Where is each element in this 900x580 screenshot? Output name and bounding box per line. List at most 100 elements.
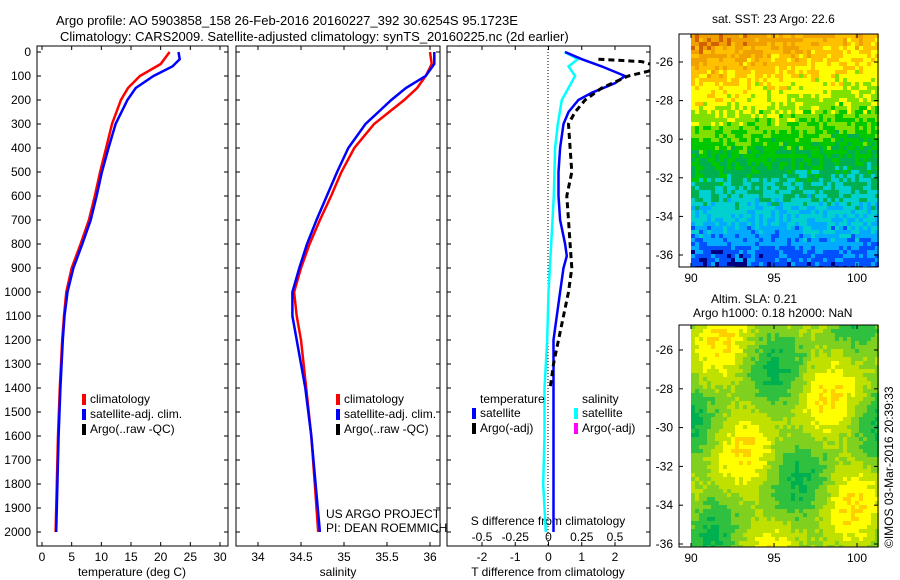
map-cell (787, 469, 791, 473)
map-cell (855, 377, 859, 381)
map-cell (799, 194, 803, 198)
map-cell (739, 381, 743, 385)
map-cell (807, 50, 811, 54)
map-cell (775, 146, 779, 150)
map-cell (867, 429, 871, 433)
map-cell (843, 413, 847, 417)
map-cell (823, 110, 827, 114)
map-cell (735, 106, 739, 110)
map-cell (803, 122, 807, 126)
map-cell (847, 90, 851, 94)
map-cell (815, 58, 819, 62)
map-cell (711, 258, 715, 262)
map-cell (875, 325, 879, 329)
map-cell (843, 409, 847, 413)
map-cell (719, 74, 723, 78)
map-cell (875, 222, 879, 226)
map-cell (851, 94, 855, 98)
map-cell (747, 405, 751, 409)
map-cell (783, 465, 787, 469)
map-cell (739, 102, 743, 106)
map-cell (767, 106, 771, 110)
map-cell (747, 186, 751, 190)
map-cell (863, 481, 867, 485)
map-cell (847, 329, 851, 333)
map-cell (767, 46, 771, 50)
map-cell (715, 413, 719, 417)
map-cell (811, 98, 815, 102)
map-cell (735, 50, 739, 54)
map-cell (871, 353, 875, 357)
map-cell (839, 194, 843, 198)
map-cell (855, 373, 859, 377)
map-cell (703, 373, 707, 377)
map-cell (699, 457, 703, 461)
map-cell (755, 373, 759, 377)
map-cell (859, 393, 863, 397)
map-cell (807, 345, 811, 349)
map-cell (775, 345, 779, 349)
map-cell (827, 50, 831, 54)
legend-swatch (336, 394, 340, 405)
map-cell (867, 437, 871, 441)
map-cell (735, 449, 739, 453)
map-cell (759, 417, 763, 421)
map-cell (739, 230, 743, 234)
map-cell (767, 38, 771, 42)
map-cell (831, 437, 835, 441)
map-cell (695, 453, 699, 457)
map-cell (719, 469, 723, 473)
map-cell (791, 457, 795, 461)
map-cell (851, 146, 855, 150)
map-cell (871, 182, 875, 186)
map-cell (823, 441, 827, 445)
map-cell (839, 118, 843, 122)
map-cell (767, 34, 771, 38)
map-cell (835, 182, 839, 186)
map-cell (755, 357, 759, 361)
map-cell (843, 110, 847, 114)
map-cell (855, 230, 859, 234)
map-cell (855, 238, 859, 242)
map-cell (759, 441, 763, 445)
map-cell (779, 385, 783, 389)
map-cell (755, 453, 759, 457)
map-cell (739, 465, 743, 469)
map-cell (799, 206, 803, 210)
map-cell (791, 469, 795, 473)
map-cell (699, 365, 703, 369)
map-cell (831, 226, 835, 230)
map-cell (827, 98, 831, 102)
map-cell (843, 465, 847, 469)
map-cell (803, 158, 807, 162)
map-cell (815, 353, 819, 357)
map-cell (731, 425, 735, 429)
map-cell (799, 134, 803, 138)
map-cell (823, 425, 827, 429)
map-cell (719, 146, 723, 150)
map-cell (867, 166, 871, 170)
map-cell (715, 146, 719, 150)
map-cell (815, 78, 819, 82)
map-cell (827, 78, 831, 82)
map-cell (851, 222, 855, 226)
y-tick-label: 500 (11, 165, 31, 179)
map-cell (747, 142, 751, 146)
map-cell (707, 190, 711, 194)
map-cell (763, 234, 767, 238)
map-cell (719, 453, 723, 457)
map-cell (703, 210, 707, 214)
map-cell (787, 405, 791, 409)
map-cell (835, 74, 839, 78)
map-cell (767, 74, 771, 78)
map-cell (751, 166, 755, 170)
map-cell (703, 445, 707, 449)
map-cell (811, 385, 815, 389)
temp-climatology-line (54, 51, 171, 533)
map-cell (755, 158, 759, 162)
map-cell (707, 337, 711, 341)
map-cell (711, 154, 715, 158)
map-cell (739, 258, 743, 262)
map-cell (827, 58, 831, 62)
map-cell (715, 449, 719, 453)
